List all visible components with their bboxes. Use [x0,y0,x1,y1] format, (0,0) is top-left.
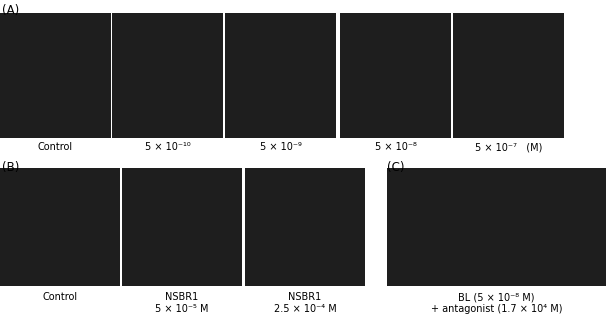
Text: 5 × 10⁻⁸: 5 × 10⁻⁸ [375,142,416,152]
Text: 5 × 10⁻⁷   (M): 5 × 10⁻⁷ (M) [475,142,542,152]
Bar [112,13,223,138]
Text: Control: Control [42,292,78,302]
Text: 5 × 10⁻⁹: 5 × 10⁻⁹ [259,142,301,152]
Bar [0,168,120,286]
Bar [453,13,564,138]
Text: Control: Control [38,142,73,152]
Bar [122,168,242,286]
Bar [245,168,365,286]
Bar [387,168,606,286]
Text: 5 × 10⁻¹⁰: 5 × 10⁻¹⁰ [145,142,190,152]
Bar [340,13,451,138]
Text: (A): (A) [2,4,19,17]
Text: (B): (B) [2,161,19,174]
Text: NSBR1
2.5 × 10⁻⁴ M: NSBR1 2.5 × 10⁻⁴ M [274,292,336,313]
Text: BL (5 × 10⁻⁸ M)
+ antagonist (1.7 × 10⁴ M): BL (5 × 10⁻⁸ M) + antagonist (1.7 × 10⁴ … [431,292,562,313]
Text: (C): (C) [387,161,404,174]
Bar [225,13,336,138]
Bar [0,13,111,138]
Text: NSBR1
5 × 10⁻⁵ M: NSBR1 5 × 10⁻⁵ M [155,292,208,313]
